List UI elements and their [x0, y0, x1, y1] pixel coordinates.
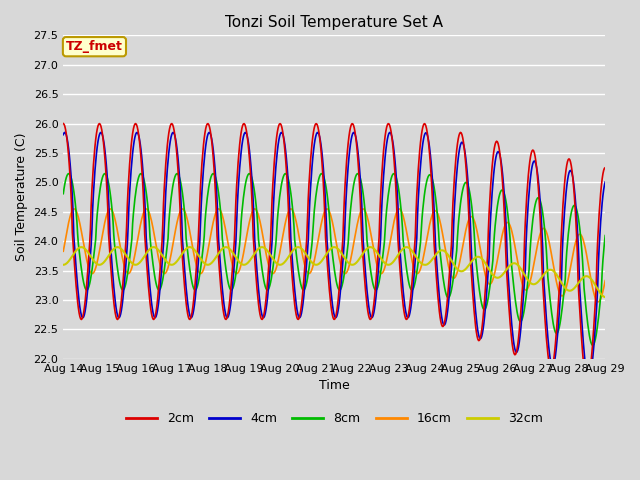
16cm	[401, 219, 408, 225]
4cm	[209, 147, 217, 153]
8cm	[60, 191, 67, 197]
X-axis label: Time: Time	[319, 379, 349, 392]
32cm	[602, 294, 609, 300]
Line: 2cm: 2cm	[63, 123, 605, 383]
8cm	[125, 262, 132, 267]
4cm	[417, 162, 424, 168]
32cm	[180, 248, 188, 253]
4cm	[126, 190, 134, 195]
4cm	[61, 130, 68, 135]
2cm	[209, 146, 216, 152]
Legend: 2cm, 4cm, 8cm, 16cm, 32cm: 2cm, 4cm, 8cm, 16cm, 32cm	[121, 407, 548, 430]
4cm	[180, 267, 188, 273]
16cm	[60, 248, 67, 254]
32cm	[77, 244, 85, 250]
8cm	[417, 239, 424, 245]
8cm	[602, 233, 609, 239]
Line: 8cm: 8cm	[63, 174, 605, 345]
32cm	[126, 258, 134, 264]
Text: TZ_fmet: TZ_fmet	[66, 40, 123, 53]
16cm	[287, 206, 295, 212]
8cm	[69, 184, 77, 190]
8cm	[209, 171, 217, 177]
32cm	[401, 245, 408, 251]
2cm	[400, 308, 408, 314]
4cm	[585, 377, 593, 383]
8cm	[401, 252, 408, 257]
16cm	[69, 206, 77, 212]
Line: 4cm: 4cm	[63, 132, 605, 380]
32cm	[60, 262, 67, 268]
Line: 16cm: 16cm	[63, 209, 605, 302]
16cm	[180, 207, 188, 213]
4cm	[70, 234, 77, 240]
8cm	[589, 342, 596, 348]
16cm	[125, 271, 132, 276]
Title: Tonzi Soil Temperature Set A: Tonzi Soil Temperature Set A	[225, 15, 444, 30]
32cm	[417, 260, 424, 265]
2cm	[180, 275, 188, 281]
2cm	[69, 241, 77, 247]
16cm	[595, 299, 602, 305]
2cm	[125, 172, 132, 178]
16cm	[209, 223, 216, 228]
8cm	[180, 211, 188, 216]
Y-axis label: Soil Temperature (C): Soil Temperature (C)	[15, 133, 28, 262]
4cm	[60, 132, 67, 138]
8cm	[173, 171, 181, 177]
2cm	[60, 120, 67, 126]
2cm	[602, 165, 609, 170]
4cm	[602, 179, 609, 185]
2cm	[416, 147, 424, 153]
32cm	[209, 258, 217, 264]
16cm	[417, 266, 424, 272]
32cm	[69, 252, 77, 258]
2cm	[583, 380, 591, 386]
16cm	[602, 278, 609, 284]
Line: 32cm: 32cm	[63, 247, 605, 297]
4cm	[401, 302, 408, 308]
